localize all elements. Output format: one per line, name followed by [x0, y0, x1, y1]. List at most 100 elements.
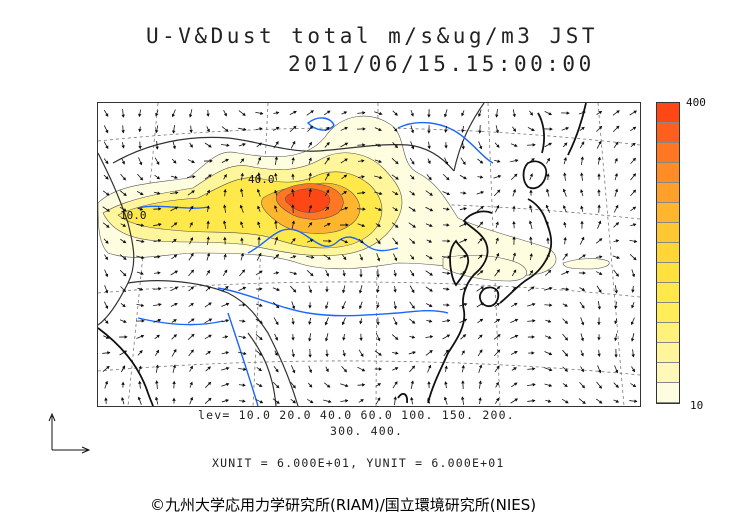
- taiwan: [397, 392, 408, 404]
- wind-arrow-head: [446, 303, 450, 307]
- wind-arrow-head: [292, 289, 297, 293]
- wind-arrow-head: [209, 159, 213, 163]
- wind-arrow-head: [478, 113, 482, 117]
- wind-arrow-head: [378, 367, 383, 371]
- wind-arrow-head: [343, 191, 348, 195]
- wind-arrow-head: [292, 237, 296, 242]
- wind-arrow-head: [580, 156, 584, 160]
- wind-arrow-head: [105, 129, 109, 134]
- wind-arrow-head: [259, 127, 263, 131]
- wind-arrow-head: [597, 369, 602, 374]
- wind-arrow-head: [308, 384, 313, 388]
- wind-arrow-head: [291, 305, 296, 310]
- wind-arrow-head: [427, 130, 431, 134]
- wind-arrow-head: [480, 190, 485, 195]
- wind-arrow-head: [529, 253, 533, 257]
- wind-arrow-head: [359, 257, 363, 261]
- wind-arrow-head: [495, 381, 499, 386]
- wind-arrow-head: [344, 206, 349, 211]
- wind-arrow-head: [427, 145, 431, 150]
- wind-arrow-head: [293, 110, 297, 114]
- wind-arrow-head: [223, 236, 227, 240]
- wind-arrow-head: [447, 319, 451, 323]
- wind-arrow-head: [208, 318, 213, 322]
- wind-arrow-head: [545, 188, 550, 193]
- wind-arrow-head: [208, 144, 212, 148]
- wind-arrow-head: [411, 240, 416, 244]
- wind-arrow-head: [106, 365, 110, 370]
- wind-arrow-head: [274, 352, 278, 357]
- japan-kyushu: [478, 286, 500, 308]
- wind-arrow-head: [597, 156, 601, 161]
- wind-arrow-head: [345, 399, 349, 403]
- contour-label-10: 10.0: [120, 209, 147, 222]
- wind-arrow-head: [291, 188, 295, 193]
- wind-arrow-head: [395, 176, 399, 180]
- wind-arrow-head: [496, 252, 500, 257]
- amur-river: [397, 121, 494, 164]
- wind-arrow-head: [308, 305, 312, 309]
- wind-arrow-head: [394, 241, 399, 245]
- wind-arrow-head: [512, 113, 516, 118]
- wind-arrow-head: [173, 319, 177, 323]
- wind-arrow-head: [633, 256, 637, 261]
- wind-arrow-head: [225, 158, 229, 162]
- wind-arrow-head: [478, 145, 483, 150]
- wind-arrow-head: [566, 111, 570, 115]
- colorbar-segment: [657, 243, 679, 263]
- wind-arrow-head: [343, 256, 347, 261]
- russia-china-border: [453, 103, 485, 172]
- wind-arrow-head: [377, 383, 382, 387]
- wind-arrow-head: [225, 399, 229, 403]
- wind-arrow-head: [122, 177, 126, 181]
- wind-arrow-head: [394, 207, 399, 211]
- wind-arrow-head: [342, 273, 346, 277]
- reference-vector-axes: [48, 412, 91, 454]
- wind-arrow-head: [444, 161, 449, 166]
- wind-arrow-head: [581, 126, 585, 131]
- wind-arrow-head: [548, 352, 553, 356]
- wind-arrow-head: [174, 302, 178, 307]
- wind-arrow-head: [139, 176, 144, 181]
- wind-arrow-head: [532, 399, 536, 403]
- wind-arrow-head: [564, 383, 568, 388]
- wind-arrow-head: [446, 176, 450, 181]
- brahmaputra-river: [137, 317, 224, 326]
- wind-arrow-head: [565, 287, 570, 291]
- wind-arrow-head: [462, 271, 467, 275]
- wind-arrow-head: [171, 113, 176, 118]
- mongolia-border: [112, 136, 455, 172]
- wind-arrow-head: [496, 285, 501, 290]
- wind-arrow-head: [513, 269, 517, 273]
- wind-arrow-head: [479, 160, 484, 164]
- wind-arrow-head: [260, 111, 264, 115]
- wind-arrow-head: [308, 157, 312, 161]
- yangtze-river: [217, 287, 449, 317]
- wind-arrow-head: [104, 273, 109, 278]
- wind-arrow-head: [293, 271, 298, 276]
- wind-arrow-head: [463, 254, 468, 259]
- wind-arrow-head: [428, 319, 433, 323]
- wind-arrow-head: [480, 302, 485, 306]
- wind-arrow-head: [157, 255, 161, 259]
- wind-arrow-head: [361, 223, 366, 228]
- wind-arrow-head: [257, 205, 261, 210]
- wind-arrow-head: [582, 254, 586, 258]
- wind-arrow-head: [496, 204, 500, 209]
- wind-arrow-head: [444, 129, 448, 133]
- wind-arrow-head: [275, 321, 279, 326]
- wind-arrow-head: [546, 237, 550, 241]
- wind-arrow-head: [206, 252, 211, 257]
- wind-arrow-head: [633, 239, 638, 243]
- wind-arrow-head: [291, 321, 295, 325]
- wind-arrow-head: [548, 367, 553, 372]
- wind-arrow-head: [496, 318, 501, 323]
- copyright-notice: ©九州大学応用力学研究所(RIAM)/国立環境研究所(NIES): [150, 496, 537, 514]
- wind-arrow-head: [106, 208, 110, 212]
- wind-arrow-head: [614, 320, 618, 325]
- wind-arrow-head: [614, 188, 619, 192]
- colorbar-segment: [657, 283, 679, 303]
- wind-arrow-head: [191, 333, 195, 338]
- wind-arrow-head: [240, 158, 245, 162]
- wind-arrow-head: [378, 207, 382, 211]
